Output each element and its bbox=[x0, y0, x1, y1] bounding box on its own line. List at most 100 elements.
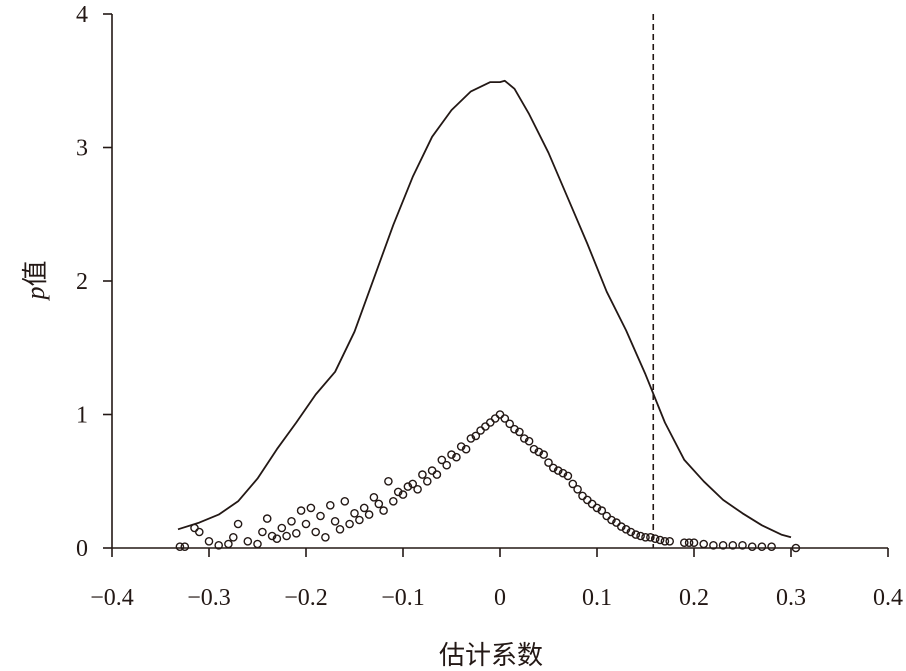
scatter-point bbox=[684, 538, 694, 548]
scatter-point bbox=[345, 519, 354, 529]
scatter-point bbox=[505, 419, 515, 429]
x-tick-label: −0.3 bbox=[187, 585, 231, 611]
scatter-point bbox=[364, 510, 374, 519]
density-curve bbox=[177, 79, 792, 539]
scatter-point bbox=[655, 535, 665, 545]
scatter-point bbox=[422, 476, 432, 486]
scatter-point bbox=[549, 463, 558, 473]
scatter-point bbox=[641, 533, 650, 542]
x-tick-label: 0.1 bbox=[582, 585, 612, 611]
y-tick-label: 1 bbox=[76, 403, 88, 429]
scatter-point bbox=[301, 519, 311, 529]
scatter-point bbox=[563, 471, 573, 481]
scatter-point bbox=[224, 539, 233, 549]
scatter-point bbox=[747, 542, 757, 552]
scatter-point bbox=[578, 491, 587, 501]
scatter-point bbox=[282, 531, 291, 541]
scatter-point bbox=[718, 541, 728, 550]
scatter-point bbox=[767, 542, 776, 552]
scatter-point bbox=[325, 500, 335, 510]
scatter-point bbox=[646, 533, 655, 542]
scatter-point bbox=[258, 527, 267, 537]
scatter-point bbox=[214, 541, 223, 550]
scatter-point bbox=[757, 542, 767, 552]
y-tick-label: 2 bbox=[76, 269, 88, 295]
y-axis-title: p值 bbox=[21, 260, 51, 301]
scatter-point bbox=[330, 517, 340, 526]
scatter-point bbox=[650, 534, 660, 544]
scatter-point bbox=[500, 414, 510, 423]
x-tick-label: 0 bbox=[494, 585, 506, 611]
scatter-point bbox=[539, 450, 549, 459]
scatter-point bbox=[471, 431, 481, 441]
scatter-point bbox=[529, 444, 539, 454]
x-tick-label: 0.2 bbox=[679, 585, 709, 611]
scatter-point bbox=[587, 499, 597, 509]
y-tick-label: 4 bbox=[76, 2, 88, 28]
x-tick-label: −0.4 bbox=[90, 585, 134, 611]
scatter-point bbox=[398, 490, 408, 499]
scatter-points-group bbox=[175, 410, 801, 553]
scatter-point bbox=[515, 427, 524, 437]
scatter-point bbox=[631, 530, 641, 539]
scatter-point bbox=[306, 503, 316, 513]
scatter-point bbox=[626, 527, 636, 537]
scatter-point bbox=[602, 511, 612, 521]
scatter-point bbox=[617, 522, 626, 531]
scatter-point bbox=[495, 410, 505, 419]
scatter-point bbox=[680, 538, 689, 548]
scatter-point bbox=[456, 442, 466, 451]
scatter-point bbox=[481, 422, 490, 431]
scatter-point bbox=[544, 458, 553, 467]
scatter-point bbox=[665, 537, 675, 546]
scatter-point bbox=[738, 541, 747, 550]
x-tick-label: 0.3 bbox=[776, 585, 806, 611]
scatter-point bbox=[607, 515, 616, 525]
scatter-point bbox=[553, 466, 563, 475]
x-tick-label: 0.4 bbox=[873, 585, 903, 611]
density-curve-group bbox=[177, 79, 792, 539]
scatter-point bbox=[520, 434, 529, 443]
scatter-point bbox=[253, 539, 262, 549]
scatter-point bbox=[432, 470, 442, 479]
scatter-point bbox=[403, 482, 413, 491]
scatter-point bbox=[384, 476, 393, 486]
scatter-point bbox=[194, 527, 204, 537]
scatter-point bbox=[413, 484, 422, 494]
scatter-point bbox=[568, 479, 578, 489]
scatter-point bbox=[689, 538, 699, 548]
scatter-point bbox=[437, 455, 447, 465]
y-axis-title-value: 值 bbox=[21, 260, 51, 286]
scatter-point bbox=[374, 499, 384, 509]
scatter-point bbox=[296, 506, 306, 515]
scatter-point bbox=[728, 541, 738, 550]
scatter-point bbox=[379, 506, 388, 515]
scatter-point bbox=[699, 539, 709, 549]
scatter-point bbox=[316, 511, 325, 521]
scatter-point bbox=[583, 495, 592, 505]
scatter-point bbox=[534, 447, 544, 457]
scatter-point bbox=[393, 487, 403, 497]
scatter-point bbox=[311, 527, 321, 537]
y-tick-label: 3 bbox=[76, 136, 88, 162]
scatter-point bbox=[355, 515, 364, 525]
scatter-point bbox=[466, 434, 476, 443]
scatter-point bbox=[490, 414, 500, 423]
scatter-point bbox=[277, 523, 287, 533]
scatter-point bbox=[408, 479, 418, 489]
scatter-point bbox=[660, 537, 670, 546]
scatter-point bbox=[597, 506, 607, 515]
scatter-point bbox=[262, 514, 272, 523]
scatter-point bbox=[335, 525, 345, 534]
scatter-point bbox=[359, 503, 369, 513]
x-tick-label: −0.2 bbox=[284, 585, 328, 611]
scatter-point bbox=[476, 426, 485, 435]
scatter-point bbox=[427, 466, 437, 475]
scatter-point bbox=[573, 484, 582, 494]
y-axis-title-p: p bbox=[21, 287, 50, 302]
scatter-point bbox=[369, 492, 379, 502]
scatter-point bbox=[340, 496, 350, 506]
scatter-point bbox=[485, 418, 495, 427]
scatter-point bbox=[510, 424, 519, 434]
